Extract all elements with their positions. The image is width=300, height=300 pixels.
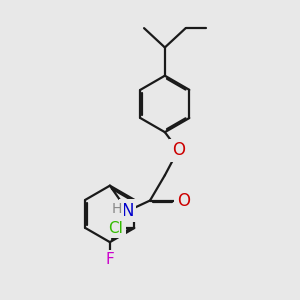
Text: N: N: [122, 202, 134, 220]
Text: O: O: [177, 191, 190, 209]
Text: O: O: [172, 141, 185, 159]
Text: Cl: Cl: [109, 220, 123, 236]
Text: F: F: [106, 253, 114, 268]
Text: H: H: [111, 202, 122, 216]
